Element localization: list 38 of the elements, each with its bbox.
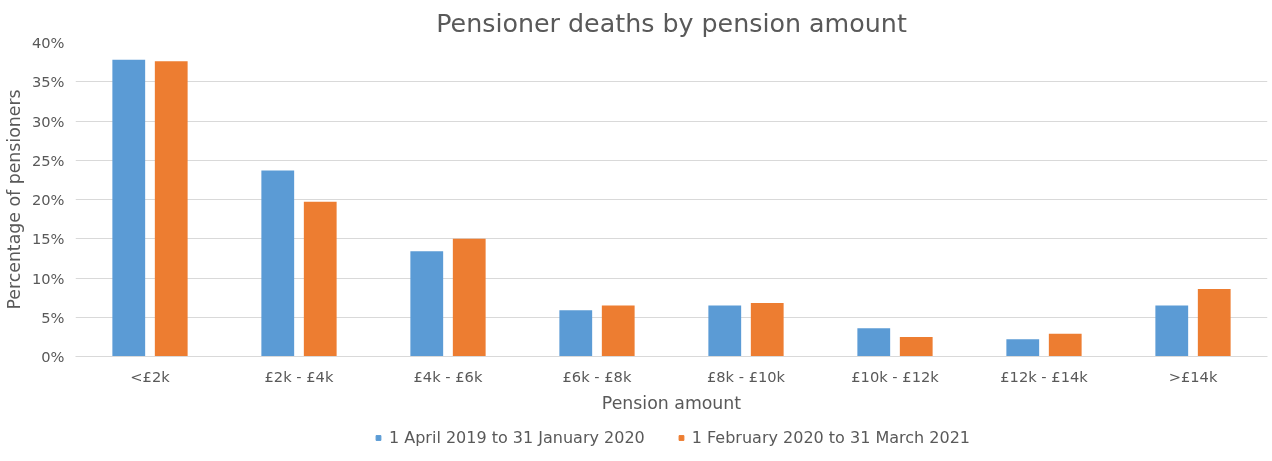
x-tick-label: £2k - £4k xyxy=(264,367,334,385)
bar xyxy=(1197,288,1231,357)
bar xyxy=(750,303,784,357)
x-tick-label: £12k - £14k xyxy=(1000,367,1089,385)
y-tick-label: 10% xyxy=(31,269,65,287)
x-tick-label: £6k - £8k xyxy=(562,367,632,385)
bar xyxy=(601,305,635,357)
bar xyxy=(1155,305,1189,357)
chart-title: Pensioner deaths by pension amount xyxy=(436,7,907,38)
bar xyxy=(112,59,146,357)
bar xyxy=(857,328,891,357)
legend-label: 1 April 2019 to 31 January 2020 xyxy=(388,427,645,447)
x-tick-label: £8k - £10k xyxy=(706,367,786,385)
y-axis-title: Percentage of pensioners xyxy=(3,89,24,310)
bar xyxy=(899,336,933,357)
bar xyxy=(154,61,188,357)
bar xyxy=(261,170,295,357)
bar xyxy=(303,201,337,357)
bar xyxy=(410,251,444,357)
y-tick-label: 30% xyxy=(31,112,65,130)
bar xyxy=(708,305,742,357)
bar xyxy=(1048,333,1082,357)
x-tick-label: >£14k xyxy=(1168,367,1218,385)
y-tick-label: 0% xyxy=(41,348,65,365)
x-axis-title: Pension amount xyxy=(601,392,742,413)
legend-label: 1 February 2020 to 31 March 2021 xyxy=(691,427,971,447)
y-tick-label: 5% xyxy=(41,308,65,326)
bar xyxy=(452,238,486,357)
y-tick-label: 20% xyxy=(31,191,65,208)
x-tick-label: £10k - £12k xyxy=(851,367,940,385)
x-tick-label: <£2k xyxy=(130,367,171,385)
bar xyxy=(1006,339,1040,357)
y-tick-label: 15% xyxy=(31,230,65,248)
x-tick-label: £4k - £6k xyxy=(413,367,483,385)
bar xyxy=(559,310,593,357)
y-tick-label: 25% xyxy=(31,151,65,169)
y-tick-label: 35% xyxy=(31,73,65,91)
y-tick-label: 40% xyxy=(31,34,65,51)
